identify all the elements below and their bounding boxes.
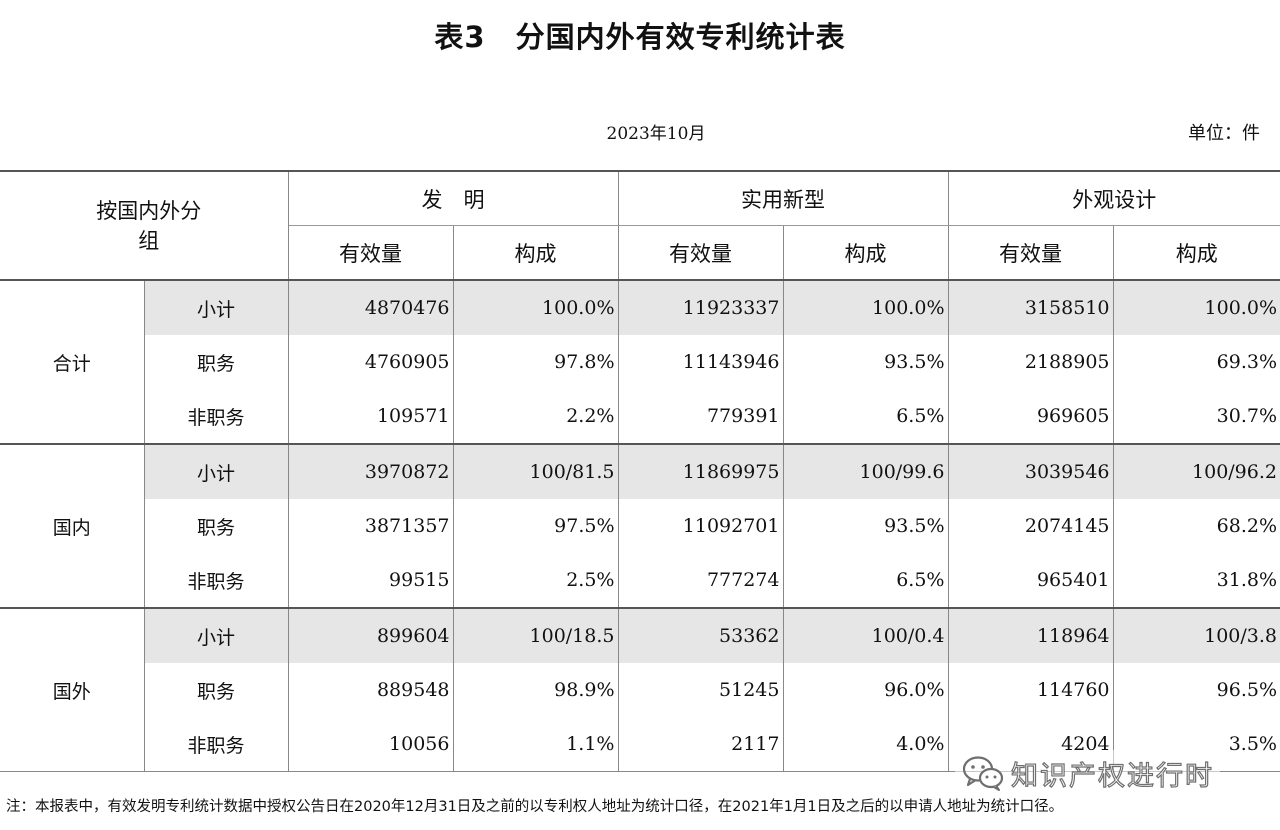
subheader-count: 有效量	[947, 225, 1113, 281]
share-cell: 93.5%	[782, 499, 948, 553]
count-cell: 899604	[287, 608, 453, 663]
table-row: 非职务 109571 2.2% 779391 6.5% 969605 30.7%	[0, 389, 1280, 445]
share-cell: 100/0.4	[782, 608, 948, 663]
count-cell: 3970872	[287, 444, 453, 499]
watermark: 知识产权进行时	[955, 750, 1220, 796]
group-label: 合计	[0, 280, 145, 445]
footnote: 注：本报表中，有效发明专利统计数据中授权公告日在2020年12月31日及之前的以…	[6, 799, 1064, 815]
count-cell: 969605	[947, 389, 1113, 445]
count-cell: 118964	[947, 608, 1113, 663]
patent-stats-table: 按国内外分组 发 明 实用新型 外观设计 有效量 构成 有效量 构成 有效量 构…	[0, 170, 1280, 772]
group-header: 按国内外分组	[0, 170, 289, 281]
row-label: 非职务	[144, 717, 288, 772]
share-cell: 93.5%	[782, 335, 948, 389]
count-cell: 11869975	[617, 444, 783, 499]
row-label: 小计	[144, 608, 288, 663]
share-cell: 97.5%	[452, 499, 618, 553]
count-cell: 4870476	[287, 280, 453, 335]
row-label: 非职务	[144, 553, 288, 609]
share-cell: 97.8%	[452, 335, 618, 389]
category-invention: 发 明	[287, 170, 618, 226]
row-label: 职务	[196, 516, 235, 539]
row-label: 小计	[144, 280, 288, 335]
table-row: 非职务 99515 2.5% 777274 6.5% 965401 31.8%	[0, 553, 1280, 609]
table-row: 职务 3871357 97.5% 11092701 93.5% 2074145 68.2%	[0, 499, 1280, 553]
group-label: 国外	[0, 608, 145, 772]
share-cell: 100.0%	[452, 280, 618, 335]
count-cell: 2074145	[947, 499, 1113, 553]
share-cell: 98.9%	[452, 663, 618, 717]
share-cell: 68.2%	[1112, 499, 1280, 553]
table-row: 国外 小计 899604 100/18.5 53362 100/0.4 118964 100/…	[0, 608, 1280, 772]
group-label: 国内	[0, 444, 145, 609]
page-title: 表3 分国内外有效专利统计表	[434, 20, 846, 54]
subheader-share: 构成	[452, 225, 618, 281]
share-cell: 69.3%	[1112, 335, 1280, 389]
subheader-share: 构成	[1112, 225, 1280, 281]
count-cell: 53362	[617, 608, 783, 663]
subheader-count: 有效量	[617, 225, 783, 281]
count-cell: 51245	[617, 663, 783, 717]
share-cell: 31.8%	[1112, 553, 1280, 609]
count-cell: 11143946	[617, 335, 783, 389]
row-label: 非职务	[144, 389, 288, 445]
share-cell: 100/81.5	[452, 444, 618, 499]
count-cell: 777274	[617, 553, 783, 609]
wechat-icon	[962, 756, 1004, 791]
count-cell: 779391	[617, 389, 783, 445]
table-row: 职务 889548 98.9% 51245 96.0% 114760 96.5%	[0, 663, 1280, 717]
table-row: 非职务 10056 1.1% 2117 4.0% 4204 3.5%	[0, 717, 1280, 772]
share-cell: 96.5%	[1112, 663, 1280, 717]
share-cell: 100.0%	[782, 280, 948, 335]
header-row-categories: 按国内外分组 发 明 实用新型 外观设计	[0, 170, 1280, 281]
count-cell: 2117	[617, 717, 783, 772]
unit-label: 单位：件	[1188, 123, 1260, 144]
share-cell: 100.0%	[1112, 280, 1280, 335]
subheader-count: 有效量	[287, 225, 453, 281]
count-cell: 3158510	[947, 280, 1113, 335]
count-cell: 3871357	[287, 499, 453, 553]
row-label: 职务	[196, 680, 235, 703]
share-cell: 6.5%	[782, 553, 948, 609]
count-cell: 11092701	[617, 499, 783, 553]
watermark-text: 知识产权进行时	[1010, 760, 1214, 792]
share-cell: 100/96.2	[1112, 444, 1280, 499]
share-cell: 30.7%	[1112, 389, 1280, 445]
share-cell: 96.0%	[782, 663, 948, 717]
count-cell: 109571	[287, 389, 453, 445]
share-cell: 6.5%	[782, 389, 948, 445]
table-row: 合计 小计 4870476 100.0% 11923337 100.0% 3158510 10…	[0, 280, 1280, 445]
count-cell: 3039546	[947, 444, 1113, 499]
report-date: 2023年10月	[606, 124, 706, 144]
count-cell: 4760905	[287, 335, 453, 389]
share-cell: 2.2%	[452, 389, 618, 445]
row-label: 小计	[144, 444, 288, 499]
share-cell: 100/18.5	[452, 608, 618, 663]
count-cell: 99515	[287, 553, 453, 609]
share-cell: 100/3.8	[1112, 608, 1280, 663]
share-cell: 2.5%	[452, 553, 618, 609]
count-cell: 11923337	[617, 280, 783, 335]
share-cell: 4.0%	[782, 717, 948, 772]
count-cell: 10056	[287, 717, 453, 772]
table-row: 职务 4760905 97.8% 11143946 93.5% 2188905 69.3%	[0, 335, 1280, 389]
count-cell: 114760	[947, 663, 1113, 717]
count-cell: 2188905	[947, 335, 1113, 389]
share-cell: 100/99.6	[782, 444, 948, 499]
table-row: 国内 小计 3970872 100/81.5 11869975 100/99.6 30395…	[0, 444, 1280, 609]
count-cell: 889548	[287, 663, 453, 717]
subheader-share: 构成	[782, 225, 948, 281]
category-design: 外观设计	[947, 170, 1280, 226]
category-utility-model: 实用新型	[617, 170, 948, 226]
row-label: 职务	[196, 352, 235, 375]
count-cell: 965401	[947, 553, 1113, 609]
share-cell: 1.1%	[452, 717, 618, 772]
header-row-subheaders: 有效量 构成 有效量 构成 有效量 构成	[0, 225, 1280, 281]
